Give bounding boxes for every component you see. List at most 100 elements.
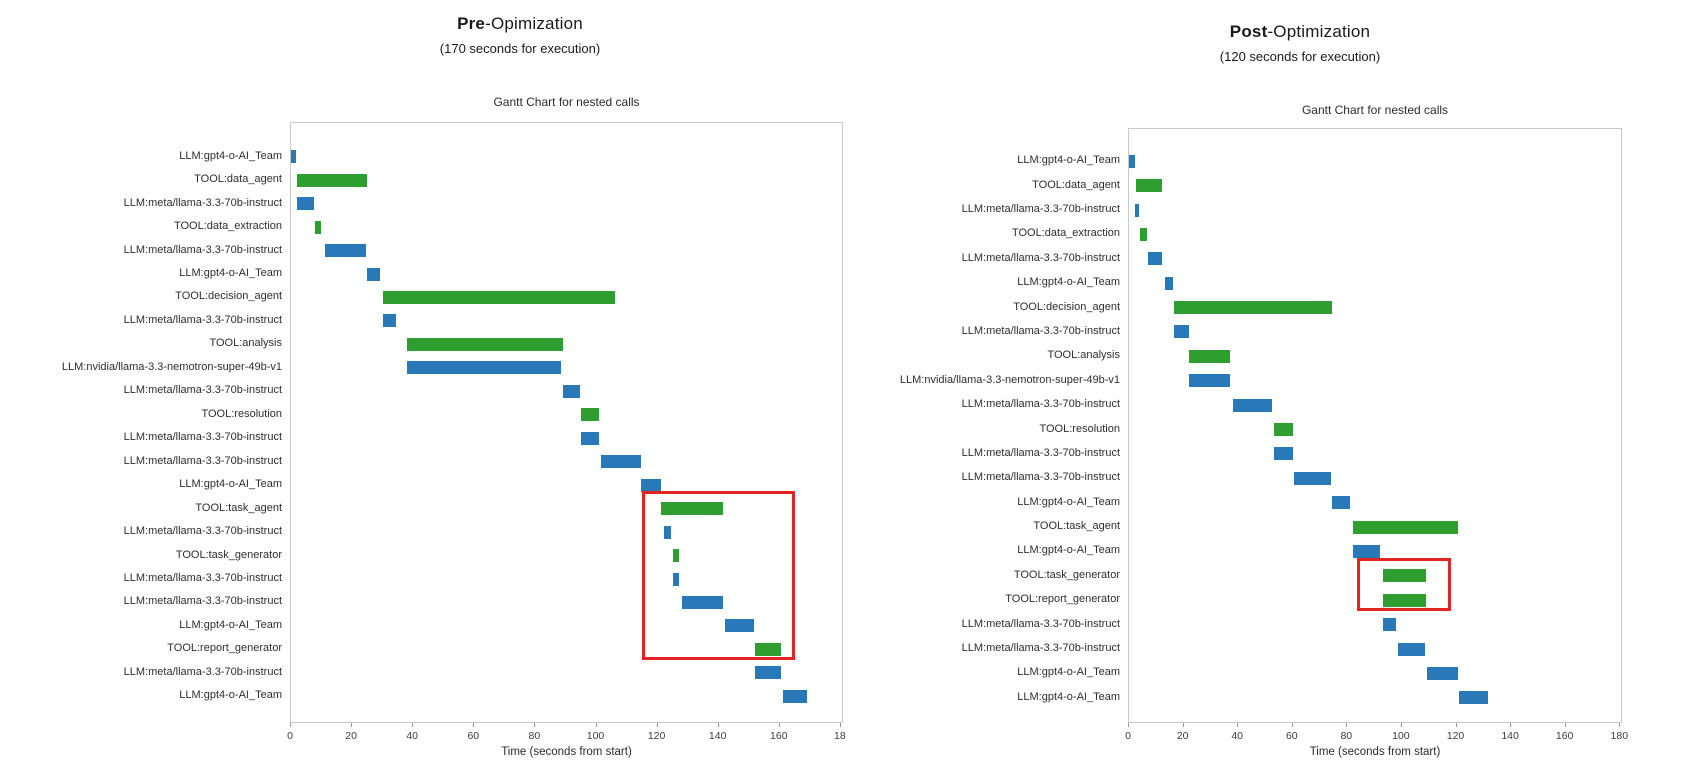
gantt-bar-tool bbox=[1382, 593, 1427, 607]
x-tick-mark bbox=[290, 723, 291, 727]
x-tick-mark bbox=[1346, 723, 1348, 727]
x-tick-label: 20 bbox=[345, 730, 357, 742]
gantt-plot bbox=[1128, 128, 1622, 723]
y-axis-row-label: LLM:gpt4-o-AI_Team bbox=[179, 478, 282, 491]
gantt-bar-tool bbox=[1135, 179, 1162, 193]
y-axis-row-label: LLM:meta/llama-3.3-70b-instruct bbox=[123, 525, 282, 538]
gantt-bar-llm bbox=[1332, 496, 1350, 510]
x-tick-label: 120 bbox=[647, 730, 666, 742]
x-tick-label: 140 bbox=[1501, 730, 1519, 742]
panel-title-bold: Pre bbox=[457, 14, 486, 33]
gantt-plot bbox=[290, 122, 843, 723]
y-axis-row-label: LLM:gpt4-o-AI_Team bbox=[179, 618, 282, 631]
panel-title-rest: -Opimization bbox=[485, 14, 583, 33]
gantt-bar-llm bbox=[782, 689, 808, 703]
y-axis-row-label: LLM:nvidia/llama-3.3-nemotron-super-49b-… bbox=[899, 373, 1120, 386]
y-axis-row-label: LLM:gpt4-o-AI_Team bbox=[179, 149, 282, 162]
x-tick-mark bbox=[595, 723, 597, 727]
gantt-bar-llm bbox=[324, 244, 366, 258]
panel-title: Post-Optimization bbox=[1020, 22, 1580, 42]
gantt-bar-llm bbox=[1232, 398, 1273, 412]
gantt-bar-tool bbox=[672, 549, 679, 562]
y-axis-row-label: TOOL:decision_agent bbox=[1013, 300, 1120, 313]
gantt-bar-tool bbox=[315, 220, 322, 234]
y-axis-row-label: LLM:meta/llama-3.3-70b-instruct bbox=[961, 324, 1120, 337]
x-tick-mark bbox=[534, 723, 536, 727]
gantt-bar-llm bbox=[1174, 325, 1189, 339]
y-axis-row-label: LLM:meta/llama-3.3-70b-instruct bbox=[123, 313, 282, 326]
gantt-bar-tool bbox=[1189, 349, 1230, 363]
gantt-bar-llm bbox=[682, 595, 724, 609]
y-axis-row-label: LLM:gpt4-o-AI_Team bbox=[1017, 154, 1120, 167]
y-axis-row-label: LLM:meta/llama-3.3-70b-instruct bbox=[961, 251, 1120, 264]
gantt-bar-llm bbox=[1189, 374, 1230, 388]
gantt-bar-llm bbox=[601, 455, 641, 469]
gantt-bar-llm bbox=[1273, 447, 1293, 461]
gantt-bar-llm bbox=[1459, 691, 1488, 705]
x-tick-mark bbox=[473, 723, 475, 727]
gantt-bar-llm bbox=[1134, 203, 1139, 217]
y-axis-row-label: LLM:meta/llama-3.3-70b-instruct bbox=[961, 617, 1120, 630]
gantt-bar-llm bbox=[291, 150, 296, 164]
y-axis-row-label: LLM:meta/llama-3.3-70b-instruct bbox=[123, 665, 282, 678]
gantt-bar-tool bbox=[1174, 301, 1333, 314]
y-axis-row-label: LLM:meta/llama-3.3-70b-instruct bbox=[961, 642, 1120, 655]
x-tick-label: 180 bbox=[1610, 730, 1629, 742]
x-tick-mark bbox=[839, 723, 841, 727]
x-tick-mark bbox=[351, 723, 353, 727]
panel-title-rest: -Optimization bbox=[1267, 22, 1371, 41]
gantt-bar-tool bbox=[1139, 227, 1147, 241]
gantt-bar-llm bbox=[1352, 545, 1381, 558]
gantt-bar-tool bbox=[1382, 569, 1427, 583]
x-tick-label: 20 bbox=[1176, 730, 1189, 742]
x-tick-mark bbox=[1619, 723, 1621, 727]
x-tick-label: 120 bbox=[1446, 730, 1465, 742]
x-tick-label: 100 bbox=[1392, 730, 1410, 742]
gantt-bar-llm bbox=[297, 197, 314, 211]
y-axis-row-label: LLM:meta/llama-3.3-70b-instruct bbox=[123, 196, 282, 209]
y-axis-row-label: TOOL:data_extraction bbox=[1011, 227, 1120, 240]
y-axis-row-label: TOOL:decision_agent bbox=[175, 290, 282, 303]
gantt-bar-llm bbox=[562, 384, 580, 398]
gantt-bar-tool bbox=[660, 502, 724, 516]
gantt-bar-llm bbox=[1164, 276, 1173, 290]
x-tick-mark bbox=[1455, 723, 1457, 727]
x-tick-label: 140 bbox=[708, 730, 727, 742]
gantt-bar-llm bbox=[663, 525, 672, 539]
gantt-bar-tool bbox=[297, 173, 368, 187]
y-axis-row-label: LLM:gpt4-o-AI_Team bbox=[1017, 666, 1120, 679]
x-tick-mark bbox=[717, 723, 719, 727]
y-axis-row-label: TOOL:resolution bbox=[201, 407, 282, 420]
y-axis-row-label: TOOL:task_agent bbox=[1033, 520, 1120, 533]
y-axis-row-label: LLM:meta/llama-3.3-70b-instruct bbox=[123, 454, 282, 467]
post-optimization-panel: Post-Optimization (120 seconds for execu… bbox=[850, 0, 1700, 782]
y-axis-row-label: TOOL:analysis bbox=[1047, 349, 1120, 362]
y-axis-row-label: LLM:meta/llama-3.3-70b-instruct bbox=[123, 384, 282, 397]
x-tick-label: 60 bbox=[467, 730, 480, 742]
gantt-bar-tool bbox=[581, 408, 600, 422]
y-axis-row-label: LLM:nvidia/llama-3.3-nemotron-super-49b-… bbox=[61, 360, 282, 373]
y-axis-row-label: LLM:gpt4-o-AI_Team bbox=[1017, 276, 1120, 289]
x-tick-label: 40 bbox=[406, 730, 419, 742]
gantt-bar-llm bbox=[1397, 642, 1426, 656]
gantt-bar-llm bbox=[640, 478, 661, 492]
y-axis-row-label: LLM:meta/llama-3.3-70b-instruct bbox=[961, 471, 1120, 484]
gantt-bar-llm bbox=[367, 267, 380, 281]
gantt-bar-tool bbox=[1352, 520, 1458, 534]
y-axis-row-label: LLM:meta/llama-3.3-70b-instruct bbox=[961, 202, 1120, 215]
x-tick-label: 80 bbox=[1340, 730, 1353, 742]
y-axis-row-label: TOOL:analysis bbox=[209, 337, 282, 350]
y-axis-row-label: TOOL:data_agent bbox=[1032, 178, 1120, 191]
x-tick-label: 80 bbox=[528, 730, 541, 742]
x-tick-label: 0 bbox=[287, 730, 293, 742]
x-tick-label: 60 bbox=[1285, 730, 1298, 742]
y-axis-row-label: LLM:meta/llama-3.3-70b-instruct bbox=[961, 398, 1120, 411]
y-axis-row-label: LLM:meta/llama-3.3-70b-instruct bbox=[123, 571, 282, 584]
y-axis-row-label: LLM:gpt4-o-AI_Team bbox=[1017, 690, 1120, 703]
x-tick-label: 100 bbox=[586, 730, 605, 742]
gantt-bar-llm bbox=[724, 619, 754, 633]
y-axis-row-label: TOOL:report_generator bbox=[167, 642, 282, 655]
panel-title-bold: Post bbox=[1229, 22, 1268, 41]
y-axis-row-label: TOOL:report_generator bbox=[1005, 593, 1120, 606]
